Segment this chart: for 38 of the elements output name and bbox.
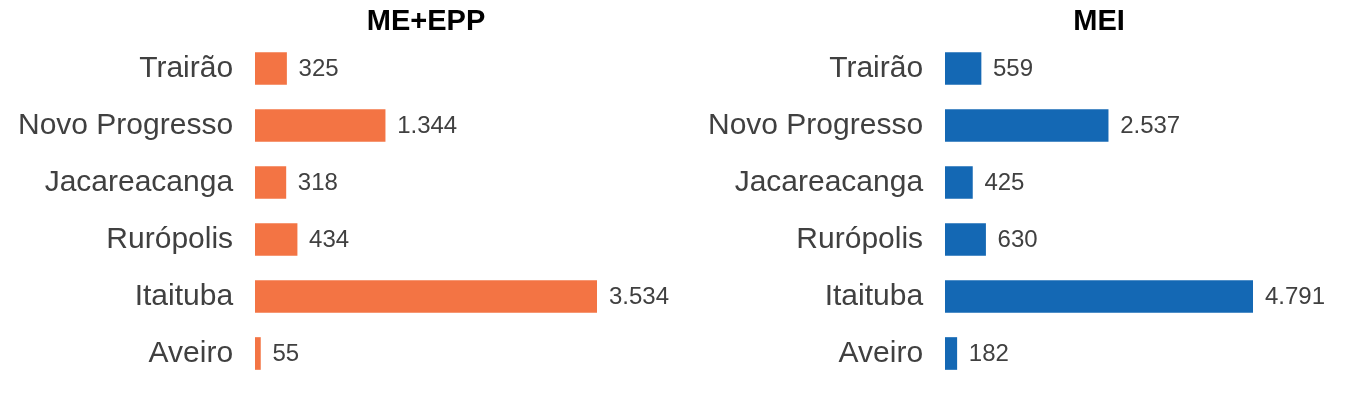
data-label: 3.534 (609, 282, 670, 310)
data-label: 55 (272, 339, 300, 367)
data-label: 2.537 (1120, 111, 1181, 139)
data-label: 182 (968, 339, 1009, 367)
data-label: 434 (309, 225, 350, 253)
bar (945, 337, 958, 370)
bar (945, 166, 973, 199)
y-tick-label: Jacareacanga (734, 163, 924, 197)
data-label: 559 (993, 54, 1034, 82)
data-label: 4.791 (1265, 282, 1326, 310)
bar (255, 166, 287, 199)
bar (945, 280, 1253, 313)
y-tick-label: Rurópolis (796, 220, 924, 254)
data-label: 630 (997, 225, 1038, 253)
y-tick-label: Trairão (829, 49, 924, 83)
bar (255, 109, 386, 142)
chart-title: MEI (1073, 4, 1125, 36)
y-tick-label: Aveiro (148, 334, 234, 368)
bar (255, 280, 597, 313)
bar (255, 52, 287, 85)
y-tick-label: Rurópolis (106, 220, 234, 254)
data-label: 1.344 (397, 111, 458, 139)
y-tick-label: Novo Progresso (707, 106, 924, 140)
y-tick-label: Novo Progresso (17, 106, 234, 140)
data-label: 425 (984, 168, 1025, 196)
data-label: 325 (298, 54, 339, 82)
data-label: 318 (297, 168, 338, 196)
bar (945, 109, 1109, 142)
y-tick-label: Itaituba (134, 277, 234, 311)
chart-title: ME+EPP (366, 4, 486, 36)
bar (255, 337, 261, 370)
bar (945, 223, 986, 256)
y-tick-label: Jacareacanga (44, 163, 234, 197)
y-tick-label: Aveiro (838, 334, 924, 368)
bar (945, 52, 982, 85)
y-tick-label: Trairão (139, 49, 234, 83)
y-tick-label: Itaituba (824, 277, 924, 311)
bar (255, 223, 298, 256)
